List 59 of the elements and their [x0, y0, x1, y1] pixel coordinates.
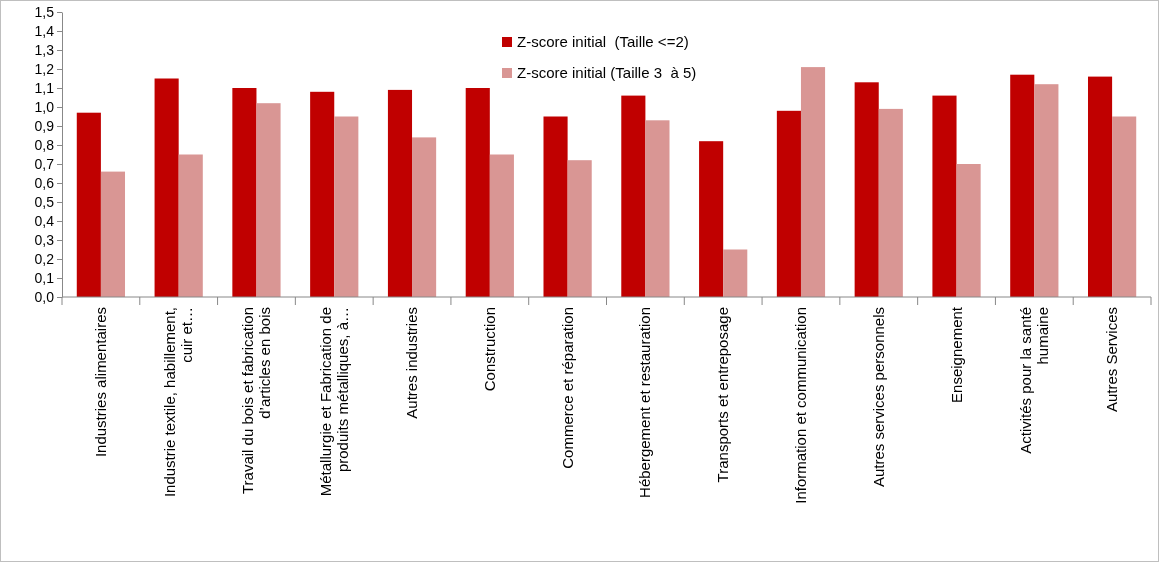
- bar: [776, 110, 801, 297]
- bar: [387, 89, 413, 297]
- bar: [256, 103, 281, 297]
- x-tick-label: Commerce et réparation: [558, 307, 576, 469]
- bar: [854, 82, 879, 297]
- x-tick-label: Construction: [480, 307, 498, 392]
- bar: [800, 67, 826, 297]
- legend-label: Z-score initial (Taille <=2): [517, 33, 689, 50]
- y-tick-label: 0,0: [34, 288, 55, 305]
- bar: [100, 171, 126, 297]
- bar: [645, 120, 670, 297]
- x-tick-label: Autres Services: [1103, 307, 1121, 413]
- bar: [1010, 74, 1035, 297]
- x-tick-label: Transports et entreposage: [714, 307, 732, 483]
- bar: [154, 78, 179, 297]
- x-tick-label: Activités pour la santé humaine: [1016, 307, 1051, 454]
- y-tick-label: 0,1: [34, 269, 55, 286]
- y-tick-label: 0,8: [34, 136, 55, 153]
- bar: [412, 137, 437, 297]
- x-tick-label: Métallurgie et Fabrication de produits métalliques, à…: [316, 307, 351, 497]
- bar: [76, 112, 101, 297]
- bar: [334, 116, 359, 297]
- bar: [956, 164, 981, 297]
- bar: [232, 88, 257, 297]
- y-tick-label: 1,2: [34, 60, 55, 77]
- bar: [621, 95, 646, 297]
- y-tick-label: 0,3: [34, 231, 55, 248]
- y-tick-label: 1,4: [34, 22, 55, 39]
- bar: [932, 95, 957, 297]
- y-tick-label: 0,4: [34, 212, 55, 229]
- bar: [489, 154, 514, 297]
- bar: [465, 88, 490, 297]
- x-tick-label: Autres services personnels: [869, 307, 887, 488]
- bar: [178, 154, 203, 297]
- bar: [543, 116, 568, 297]
- y-tick-label: 1,1: [34, 79, 55, 96]
- bar: [1087, 76, 1113, 297]
- bar: [1034, 84, 1059, 297]
- x-tick-label: Industries alimentaires: [91, 307, 109, 458]
- bar: [567, 160, 592, 297]
- y-tick-label: 0,7: [34, 155, 55, 172]
- bar: [699, 141, 724, 297]
- bar: [1112, 116, 1137, 297]
- y-tick-label: 0,5: [34, 193, 55, 210]
- x-tick-label: Industrie textile, habillement, cuir et…: [161, 307, 196, 498]
- x-tick-label: Information et communication: [791, 307, 809, 504]
- y-tick-label: 0,6: [34, 174, 55, 191]
- bar: [878, 108, 903, 297]
- x-tick-label: Autres industries: [403, 307, 421, 419]
- bar: [723, 249, 748, 297]
- y-tick-label: 1,5: [34, 3, 55, 20]
- x-tick-label: Hébergement et restauration: [636, 307, 654, 498]
- x-tick-label: Enseignement: [947, 306, 965, 403]
- y-tick-label: 0,2: [34, 250, 55, 267]
- bar: [310, 91, 335, 297]
- y-tick-label: 1,0: [34, 98, 55, 115]
- y-tick-label: 0,9: [34, 117, 55, 134]
- y-tick-label: 1,3: [34, 41, 55, 58]
- legend-label: Z-score initial (Taille 3 à 5): [517, 64, 697, 81]
